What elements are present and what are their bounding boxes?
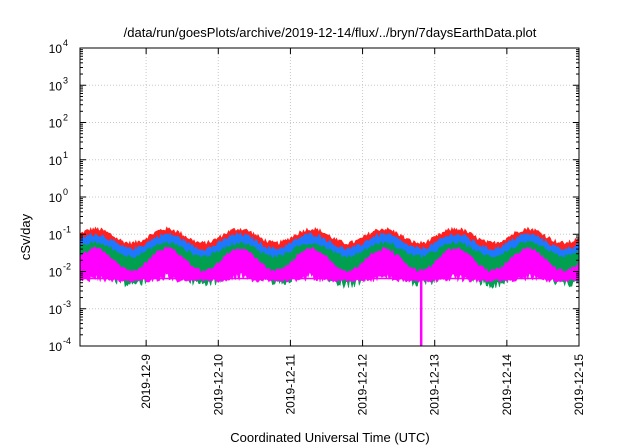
y-tick-label: 10: [49, 154, 63, 168]
x-tick-label: 2019-12-11: [283, 354, 297, 415]
y-tick-label: 10: [49, 303, 63, 317]
x-tick-label: 2019-12-10: [211, 354, 225, 416]
y-tick-exponent: 3: [63, 75, 68, 85]
y-tick-label: 10: [49, 117, 63, 131]
y-tick-label: 10: [49, 228, 63, 242]
y-tick-exponent: -3: [63, 299, 71, 309]
x-tick-label: 2019-12-15: [572, 354, 586, 416]
x-tick-label: 2019-12-9: [139, 354, 153, 409]
data-series: [79, 226, 580, 346]
x-tick-label: 2019-12-13: [428, 354, 442, 416]
y-tick-exponent: 1: [63, 150, 68, 160]
chart-title: /data/run/goesPlots/archive/2019-12-14/f…: [124, 25, 537, 40]
y-tick-label: 10: [49, 42, 63, 56]
y-axis-label: cSv/day: [18, 213, 33, 260]
y-tick-label: 10: [49, 340, 63, 354]
y-tick-label: 10: [49, 266, 63, 280]
y-tick-label: 10: [49, 191, 63, 205]
y-tick-label: 10: [49, 79, 63, 93]
x-axis-label: Coordinated Universal Time (UTC): [230, 430, 429, 445]
x-tick-label: 2019-12-14: [500, 354, 514, 416]
x-tick-label: 2019-12-12: [356, 354, 370, 416]
y-tick-exponent: 2: [63, 113, 68, 123]
y-tick-exponent: -1: [63, 224, 71, 234]
grid-lines: [80, 48, 579, 346]
y-tick-exponent: -4: [63, 336, 71, 346]
y-tick-exponent: 4: [63, 38, 68, 48]
y-tick-exponent: 0: [63, 187, 68, 197]
y-tick-exponent: -2: [63, 262, 71, 272]
